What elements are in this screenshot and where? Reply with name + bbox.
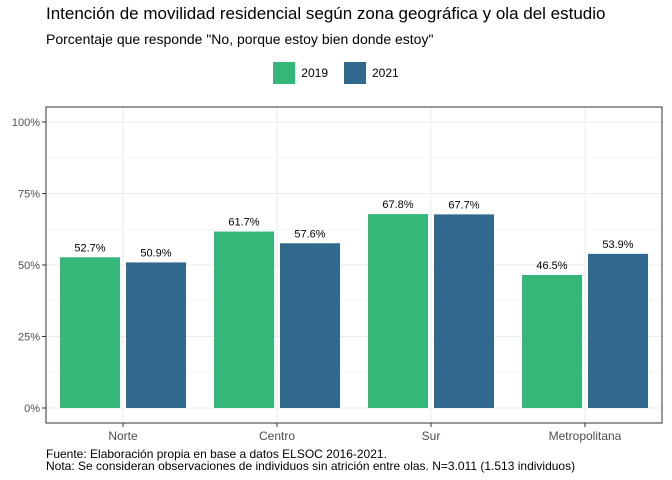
bar-2021-Centro [280,243,340,408]
legend: 2019 2021 [0,62,672,84]
legend-swatch-2019 [273,62,296,84]
y-tick-label: 0% [24,403,40,415]
caption-note: Nota: Se consideran observaciones de ind… [46,459,576,473]
bar-2019-Sur [368,214,428,408]
bar-value-label: 67.7% [448,199,479,211]
bar-2019-Metropolitana [522,275,582,408]
y-tick-label: 25% [18,332,40,344]
y-tick-label: 50% [18,260,40,272]
x-tick-label: Metropolitana [549,429,622,443]
bar-value-label: 57.6% [294,228,325,240]
bar-2021-Sur [434,214,494,408]
panel-border [45,106,663,424]
legend-item-2021: 2021 [344,62,399,84]
bar-2021-Metropolitana [588,253,648,408]
caption-source: Fuente: Elaboración propia en base a dat… [46,447,387,461]
y-tick-label: 100% [12,117,40,129]
legend-item-2019: 2019 [273,62,328,84]
bar-value-label: 67.8% [382,199,413,211]
chart-subtitle: Porcentaje que responde "No, porque esto… [46,31,434,47]
x-tick-label: Norte [108,429,138,443]
chart-title: Intención de movilidad residencial según… [46,4,606,23]
bar-value-label: 52.7% [74,242,105,254]
bar-2021-Norte [126,262,186,408]
y-tick-label: 75% [18,189,40,201]
bar-2019-Centro [214,231,274,408]
bar-value-label: 50.9% [140,247,171,259]
bar-value-label: 61.7% [228,217,259,229]
legend-swatch-2021 [344,62,366,84]
bar-value-label: 53.9% [602,239,633,251]
legend-label-2021: 2021 [372,66,399,80]
caption: Fuente: Elaboración propia en base a dat… [46,448,575,472]
bar-value-label: 46.5% [536,260,567,272]
bar-2019-Norte [60,257,120,408]
x-tick-label: Centro [259,429,295,443]
x-tick-label: Sur [422,429,441,443]
legend-label-2019: 2019 [301,66,328,80]
